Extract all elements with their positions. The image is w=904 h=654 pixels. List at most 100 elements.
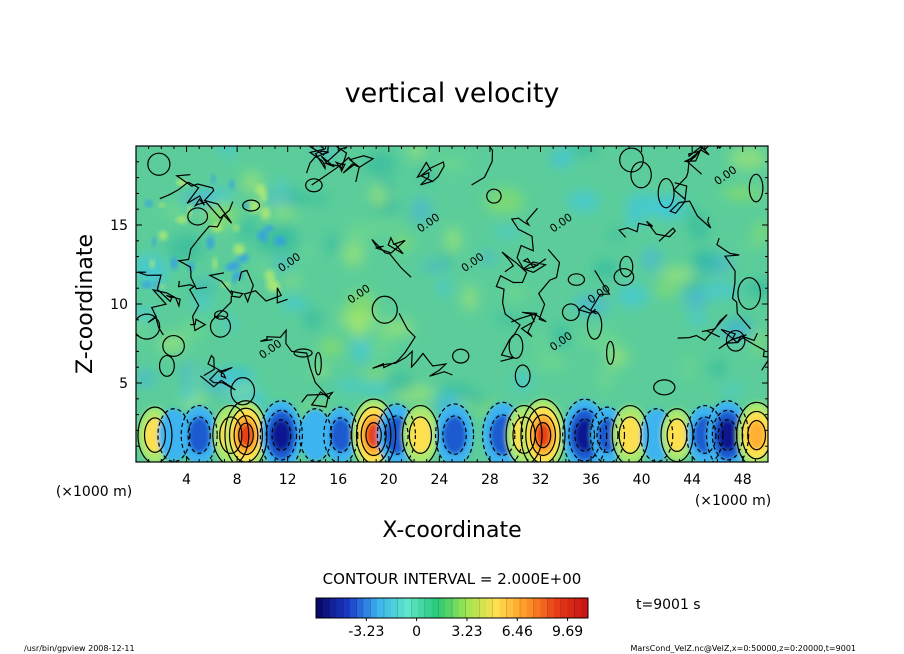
field-patch bbox=[370, 332, 392, 359]
contour-line bbox=[511, 249, 561, 338]
colorbar-tick-label: -3.23 bbox=[348, 624, 384, 640]
y-tick-label: 5 bbox=[119, 376, 128, 392]
field-patch bbox=[595, 366, 616, 390]
x-tick-label: 4 bbox=[182, 472, 191, 488]
colorbar-segment bbox=[397, 598, 405, 618]
field-patch bbox=[193, 294, 212, 311]
field-patch bbox=[149, 259, 155, 269]
x-tick-label: 32 bbox=[532, 472, 550, 488]
colorbar-segment bbox=[363, 598, 371, 618]
contour-line bbox=[693, 416, 717, 454]
contour-line bbox=[265, 409, 298, 461]
field-patch bbox=[249, 199, 261, 214]
contour-line bbox=[748, 173, 764, 203]
y-tick-label: 10 bbox=[110, 297, 128, 313]
contour-line bbox=[486, 188, 502, 204]
contour-line bbox=[520, 398, 566, 462]
field-patch bbox=[462, 285, 478, 312]
field-patch bbox=[206, 200, 235, 229]
field-patch bbox=[682, 288, 709, 311]
contour-line bbox=[669, 182, 712, 229]
contour-line bbox=[508, 333, 524, 359]
contour-line bbox=[355, 406, 392, 462]
field-patch bbox=[369, 183, 387, 208]
contour-line bbox=[568, 408, 602, 462]
y-axis-label: Z-coordinate bbox=[73, 234, 98, 374]
y-tick-label: 15 bbox=[110, 218, 128, 234]
contour-line bbox=[505, 404, 543, 462]
field-patch bbox=[285, 188, 305, 209]
contour-line bbox=[673, 146, 710, 200]
field-patch bbox=[437, 277, 450, 299]
contour-line bbox=[187, 416, 211, 454]
field-patch bbox=[272, 257, 294, 269]
footer-right: MarsCond_VelZ.nc@VelZ,x=0:50000,z=0:2000… bbox=[631, 644, 857, 653]
field-patch bbox=[237, 253, 250, 263]
field-patch bbox=[144, 200, 153, 207]
field-patch bbox=[236, 216, 257, 241]
contour-line bbox=[574, 418, 596, 452]
field-patch bbox=[158, 202, 166, 208]
field-patch bbox=[175, 217, 181, 222]
contour-line bbox=[416, 161, 445, 186]
x-tick-label: 36 bbox=[582, 472, 600, 488]
contour-line bbox=[180, 404, 218, 462]
colorbar-segment bbox=[390, 598, 399, 618]
contour-line bbox=[187, 207, 209, 226]
field-patch bbox=[552, 323, 570, 351]
field-patch bbox=[592, 258, 620, 279]
field-patch bbox=[687, 217, 710, 241]
colorbar-segment bbox=[479, 598, 487, 618]
downdraft-cell bbox=[157, 408, 190, 462]
contour-line bbox=[238, 422, 254, 448]
colorbar-frame bbox=[315, 597, 589, 619]
field-patch bbox=[136, 369, 156, 388]
x-axis-label: X-coordinate bbox=[382, 518, 521, 543]
contour-line bbox=[334, 146, 375, 183]
field-patch bbox=[418, 261, 450, 272]
colorbar-segment bbox=[526, 598, 535, 618]
colorbar-segment bbox=[377, 598, 385, 618]
contour-line bbox=[305, 178, 323, 193]
field-patch bbox=[692, 249, 719, 274]
field-patch bbox=[310, 146, 340, 158]
colorbar-segment bbox=[343, 598, 351, 618]
field-patch bbox=[257, 230, 268, 241]
field-patch bbox=[512, 372, 532, 391]
colorbar-segment bbox=[322, 598, 331, 618]
colorbar-segment bbox=[404, 598, 412, 618]
updraft-cell bbox=[535, 422, 551, 448]
field-patch bbox=[170, 256, 178, 270]
field-patch bbox=[617, 284, 649, 308]
contour-line bbox=[434, 403, 475, 462]
contour-line bbox=[323, 406, 359, 462]
field-patch bbox=[335, 379, 367, 392]
contour-line bbox=[529, 414, 557, 457]
field-patch bbox=[342, 241, 365, 267]
field-patch bbox=[262, 192, 294, 205]
contour-line bbox=[360, 414, 387, 457]
field-patch bbox=[484, 188, 524, 215]
colorbar-tick-label: 0 bbox=[412, 624, 421, 640]
contour-line bbox=[514, 364, 531, 388]
contour-line bbox=[718, 328, 768, 371]
field-patch bbox=[379, 319, 415, 337]
field-patch bbox=[368, 218, 402, 232]
x-tick-label: 12 bbox=[279, 472, 297, 488]
field-patch bbox=[206, 236, 215, 250]
downdraft-cell bbox=[188, 416, 211, 454]
field-patch bbox=[702, 281, 739, 299]
field-patch bbox=[189, 366, 202, 390]
colorbar-segment bbox=[547, 598, 555, 618]
field-patch bbox=[493, 226, 520, 237]
colorbar-segment bbox=[492, 598, 501, 618]
x-tick-label: 28 bbox=[481, 472, 499, 488]
contour-line bbox=[567, 273, 586, 286]
field-patch bbox=[274, 236, 286, 246]
contour-line bbox=[371, 295, 398, 324]
colorbar-segment bbox=[350, 598, 358, 618]
contour-line bbox=[611, 404, 649, 462]
field-patch bbox=[709, 359, 727, 378]
contour-line bbox=[177, 280, 207, 332]
contour-line bbox=[159, 181, 234, 219]
